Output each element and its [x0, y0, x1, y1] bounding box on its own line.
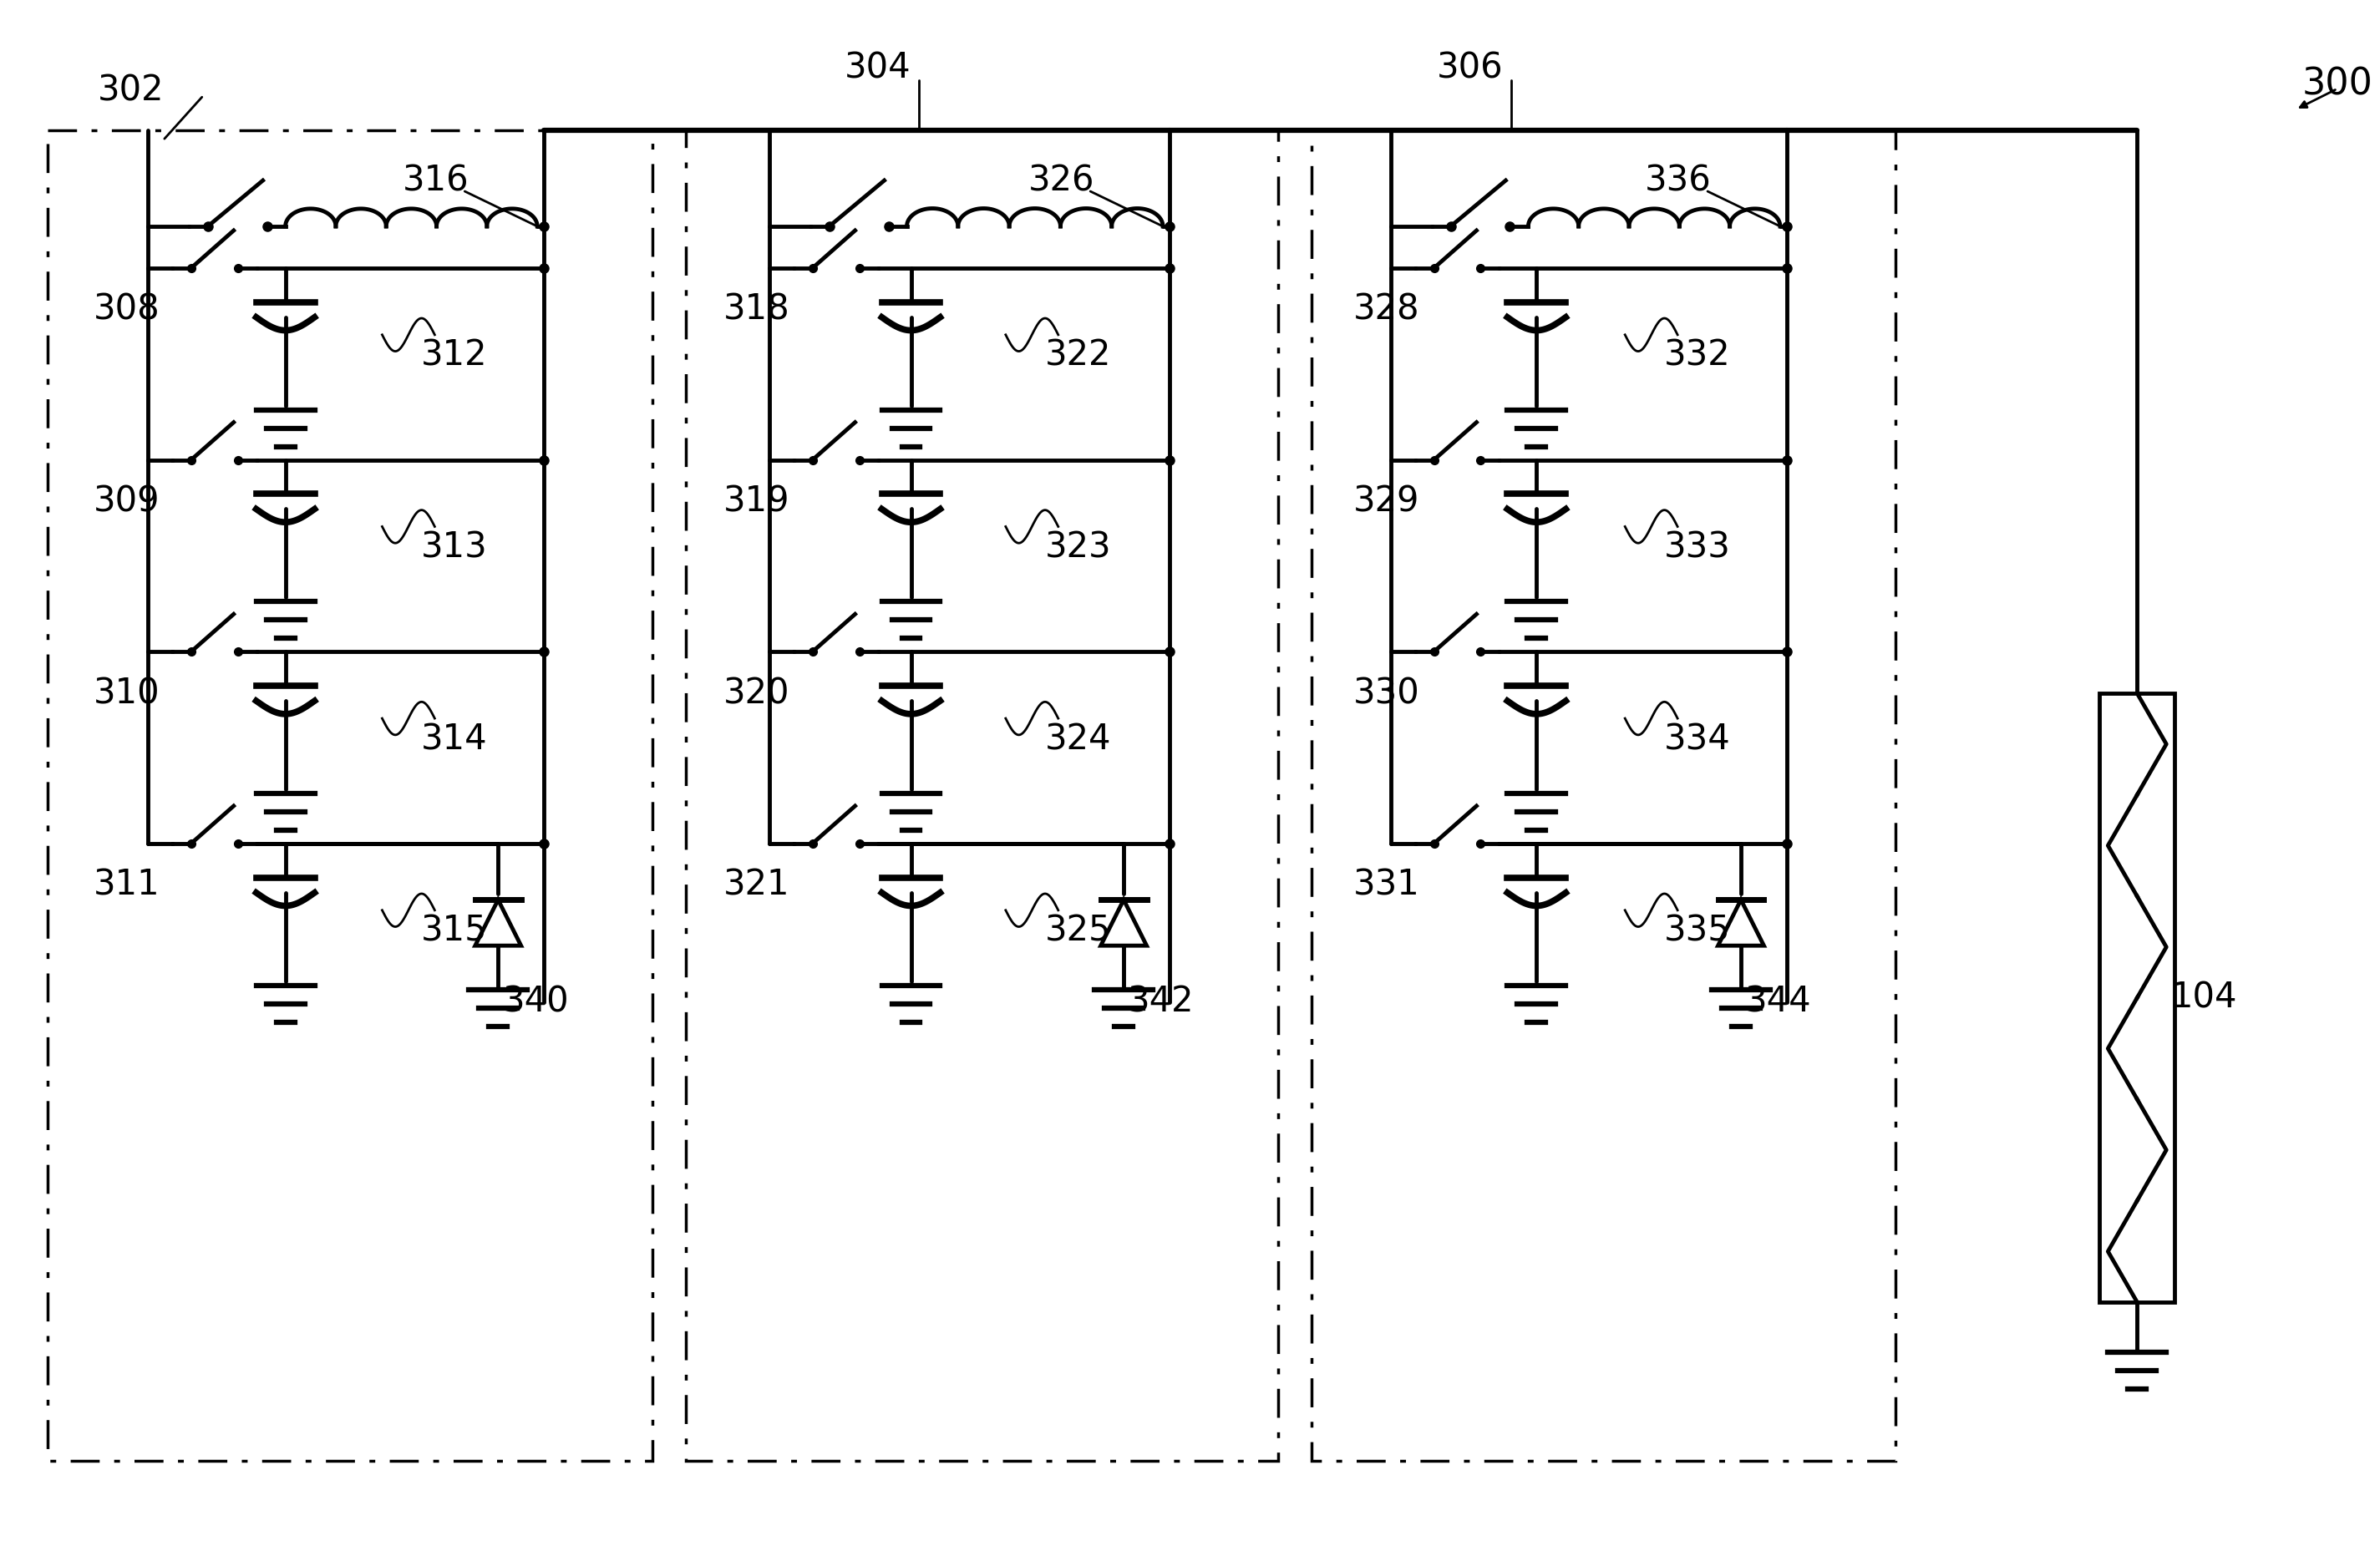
Text: 329: 329 — [1354, 484, 1418, 519]
Bar — [48, 131, 652, 1461]
Text: 336: 336 — [1645, 163, 1711, 197]
Text: 309: 309 — [93, 484, 159, 519]
Text: 330: 330 — [1354, 676, 1421, 710]
Text: 300: 300 — [2301, 66, 2373, 103]
Text: 322: 322 — [1045, 337, 1111, 373]
Text: 328: 328 — [1354, 293, 1418, 327]
Text: 340: 340 — [502, 985, 569, 1020]
Text: 342: 342 — [1128, 985, 1195, 1020]
Text: 318: 318 — [724, 293, 790, 327]
Text: 304: 304 — [845, 51, 912, 85]
Text: 310: 310 — [93, 676, 159, 710]
Text: 306: 306 — [1438, 51, 1504, 85]
Text: 321: 321 — [724, 868, 790, 903]
Text: 314: 314 — [421, 721, 488, 757]
Bar — [1311, 131, 1894, 1461]
Text: 315: 315 — [421, 914, 488, 949]
Text: 312: 312 — [421, 337, 488, 373]
Text: 104: 104 — [2171, 980, 2237, 1016]
Text: 334: 334 — [1664, 721, 1730, 757]
Text: 308: 308 — [93, 293, 159, 327]
Text: 323: 323 — [1045, 530, 1111, 566]
Bar — [2099, 693, 2175, 1302]
Text: 320: 320 — [724, 676, 790, 710]
Text: 331: 331 — [1354, 868, 1421, 903]
Text: 326: 326 — [1028, 163, 1095, 197]
Text: 324: 324 — [1045, 721, 1111, 757]
Text: 316: 316 — [402, 163, 469, 197]
Text: 313: 313 — [421, 530, 488, 566]
Text: 344: 344 — [1745, 985, 1811, 1020]
Bar — [685, 131, 1278, 1461]
Text: 333: 333 — [1664, 530, 1730, 566]
Text: 332: 332 — [1664, 337, 1730, 373]
Text: 302: 302 — [98, 72, 164, 108]
Text: 311: 311 — [93, 868, 159, 903]
Text: 325: 325 — [1045, 914, 1111, 949]
Text: 335: 335 — [1664, 914, 1730, 949]
Text: 319: 319 — [724, 484, 790, 519]
